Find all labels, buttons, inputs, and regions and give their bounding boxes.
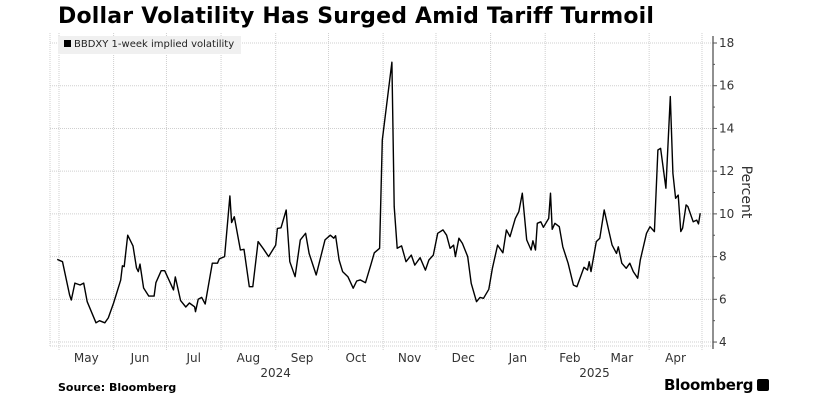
- y-tick-label: 4: [719, 335, 727, 349]
- y-axis-label: Percent: [738, 166, 754, 219]
- y-tick-label: 10: [719, 207, 734, 221]
- x-tick-label: Nov: [398, 351, 421, 365]
- y-tick-label: 8: [719, 250, 727, 264]
- year-label: 2024: [260, 366, 291, 380]
- y-tick-label: 18: [719, 36, 734, 50]
- legend-swatch: [64, 40, 71, 47]
- chart-title: Dollar Volatility Has Surged Amid Tariff…: [58, 4, 655, 29]
- x-tick-label: May: [74, 351, 99, 365]
- y-tick-label: 14: [719, 121, 734, 135]
- y-tick-label: 16: [719, 79, 734, 93]
- legend: BBDXY 1-week implied volatility: [58, 36, 242, 54]
- x-tick-label: Mar: [611, 351, 634, 365]
- logo-text: Bloomberg: [664, 376, 754, 394]
- y-tick-label: 6: [719, 292, 727, 306]
- x-tick-label: Aug: [237, 351, 260, 365]
- series-line: [56, 61, 701, 324]
- x-tick-label: Jun: [130, 351, 150, 365]
- bloomberg-logo: Bloomberg: [664, 376, 770, 394]
- logo-mark-icon: [757, 379, 770, 391]
- year-label: 2025: [579, 366, 610, 380]
- x-tick-label: Oct: [345, 351, 366, 365]
- y-tick-label: 12: [719, 164, 734, 178]
- x-tick-label: Jan: [508, 351, 528, 365]
- x-tick-label: Jul: [186, 351, 201, 365]
- legend-label: BBDXY 1-week implied volatility: [74, 39, 235, 50]
- x-tick-label: Feb: [559, 351, 580, 365]
- x-tick-label: Dec: [452, 351, 475, 365]
- source-note: Source: Bloomberg: [58, 381, 177, 394]
- x-tick-label: Sep: [291, 351, 314, 365]
- x-tick-label: Apr: [665, 351, 686, 365]
